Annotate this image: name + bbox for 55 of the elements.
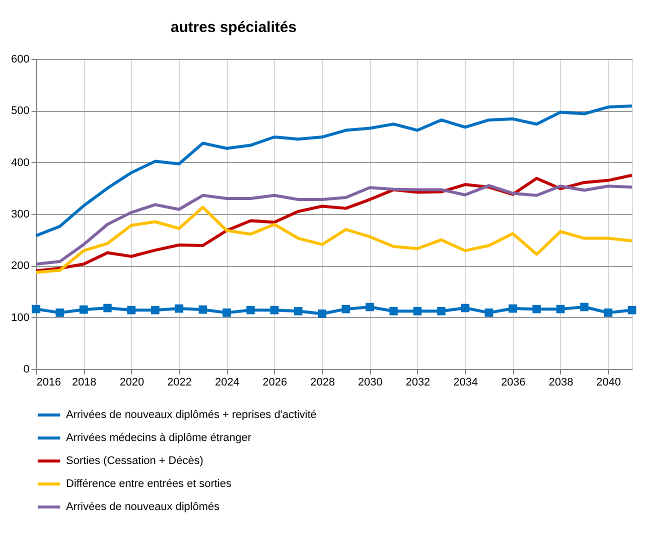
y-tick-label: 500 (11, 105, 30, 118)
point (246, 306, 255, 314)
point (79, 305, 88, 314)
x-tick-label: 2032 (406, 376, 430, 388)
y-tick-label: 100 (11, 312, 30, 324)
line-series (34, 184, 634, 266)
x-tick-label: 2020 (120, 376, 144, 388)
x-tick-label: 2016 (36, 376, 61, 388)
y-tick-label: 0 (23, 364, 30, 376)
y-tick-label: 300 (11, 208, 30, 220)
y-tick-label: 600 (11, 54, 30, 66)
point (318, 310, 326, 318)
point (151, 306, 160, 314)
legend-label: Différence entre entrées et sorties (66, 478, 232, 490)
point (342, 304, 350, 314)
point (103, 304, 112, 312)
point (32, 304, 40, 314)
x-tick-label: 2026 (262, 376, 288, 388)
point (413, 306, 422, 316)
legend-label: Arrivées de nouveaux diplômés (66, 501, 220, 513)
x-tick-label: 2034 (453, 376, 478, 388)
point (484, 308, 494, 317)
point (580, 302, 589, 312)
point (222, 308, 231, 317)
point (270, 306, 279, 314)
x-tick-label: 2030 (358, 376, 382, 388)
point (389, 306, 398, 316)
point (604, 308, 612, 317)
chart-title: autres spécialités (170, 19, 297, 36)
x-tick-label: 2028 (310, 376, 335, 388)
x-tick-label: 2018 (72, 376, 96, 388)
point (127, 306, 136, 314)
point (508, 304, 517, 313)
line-series (34, 206, 634, 274)
point (460, 304, 470, 312)
point (628, 306, 636, 314)
x-tick-label: 2024 (214, 376, 240, 388)
y-tick-label: 200 (11, 260, 30, 272)
point (294, 306, 302, 316)
point (556, 304, 565, 314)
x-tick-label: 2036 (501, 376, 526, 388)
point (174, 304, 184, 313)
line-series (34, 104, 634, 238)
y-tick-label: 400 (11, 156, 30, 169)
legend-label: Sorties (Cessation + Décès) (66, 455, 204, 467)
x-tick-label: 2038 (548, 376, 574, 388)
point (198, 305, 208, 314)
x-tick-label: 2040 (596, 376, 621, 388)
point (56, 308, 64, 317)
x-tick-label: 2022 (167, 376, 192, 388)
point (437, 306, 446, 316)
point (366, 302, 374, 312)
legend-label: Arrivées médecins à diplôme étranger (66, 432, 252, 444)
legend-label: Arrivées de nouveaux diplômés + reprises d'activité (66, 409, 317, 421)
point (532, 304, 541, 314)
